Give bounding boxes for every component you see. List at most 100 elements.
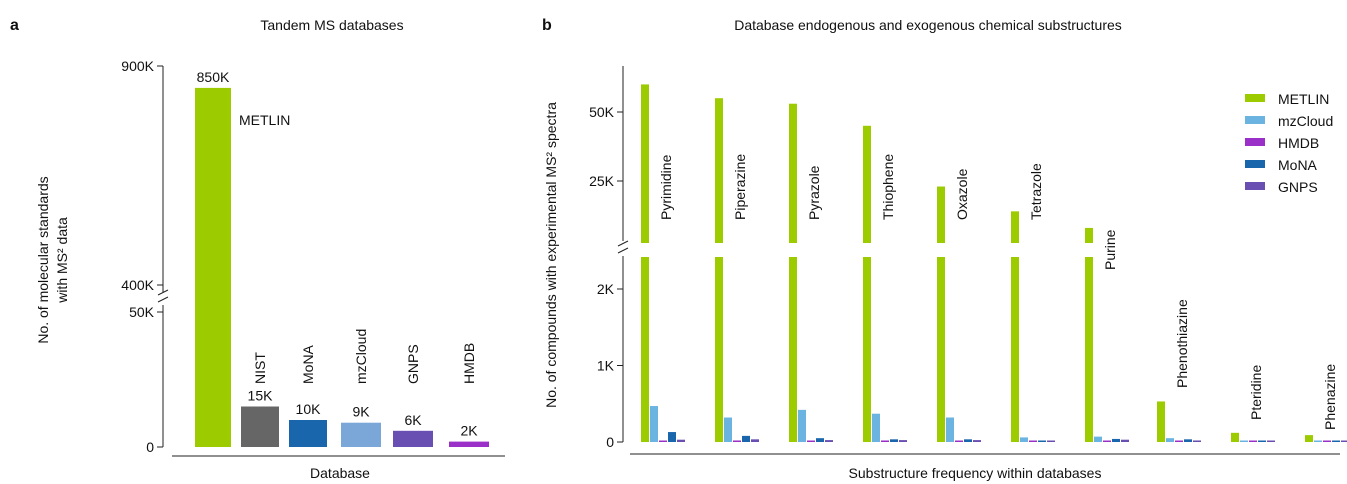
- legend-swatch: [1245, 160, 1265, 168]
- legend-label: mzCloud: [1278, 113, 1333, 129]
- chart-a: 0 50K 400K 900K 850K METLIN 15K NIST 10K MoNA 9K mz…: [121, 58, 505, 457]
- bar-mona: [289, 420, 327, 447]
- bar-piperazine-metlin-lower: [715, 257, 723, 442]
- category-label: HMDB: [461, 343, 477, 384]
- panel-a-ylabel-line1: No. of molecular standards: [35, 176, 51, 343]
- panel-b-letter: b: [542, 17, 552, 34]
- bar-pyrazole-mzcloud: [798, 409, 806, 442]
- y-tick-label: 50K: [129, 304, 155, 320]
- bar-piperazine-mzcloud: [724, 417, 732, 442]
- bar-phenothiazine-mzcloud: [1166, 438, 1174, 442]
- bar-tetrazole-mzcloud: [1020, 437, 1028, 442]
- y-tick-label: 0: [146, 439, 154, 455]
- category-label: Tetrazole: [1028, 163, 1044, 220]
- bar-phenazine-mzcloud: [1314, 440, 1322, 442]
- bar-thiophene-metlin-lower: [863, 257, 871, 442]
- panel-b-xlabel: Substructure frequency within databases: [849, 465, 1102, 481]
- bar-pyrimidine-metlin-lower: [641, 257, 649, 442]
- bar-pteridine-metlin: [1231, 432, 1239, 442]
- bar-pyrazole-metlin-upper: [789, 103, 797, 243]
- bar-tetrazole-mona: [1038, 440, 1046, 442]
- bar-purine-gnps: [1121, 439, 1129, 442]
- bar-pyrazole-gnps: [825, 440, 833, 442]
- bar-phenothiazine-gnps: [1193, 440, 1201, 442]
- bar-oxazole-metlin-lower: [937, 257, 945, 442]
- bar-purine-mona: [1112, 438, 1120, 442]
- bar-pteridine-mona: [1258, 440, 1266, 442]
- y-tick-label: 1K: [597, 358, 615, 374]
- category-label: Oxazole: [954, 168, 970, 220]
- panel-a-letter: a: [10, 17, 19, 34]
- bar-oxazole-metlin-upper: [937, 186, 945, 243]
- bar-thiophene-mona: [890, 439, 898, 442]
- bar-pyrazole-hmdb: [807, 440, 815, 442]
- bar-tetrazole-metlin-upper: [1011, 211, 1019, 243]
- bar-pyrazole-metlin-lower: [789, 257, 797, 442]
- axis-break-mark: [617, 240, 629, 247]
- bar-pyrimidine-mona: [668, 432, 676, 442]
- panel-a-title: Tandem MS databases: [260, 17, 403, 33]
- bar-hmdb: [449, 441, 489, 447]
- bar-gnps: [393, 430, 433, 447]
- legend-swatch: [1245, 116, 1265, 124]
- legend-label: METLIN: [1278, 91, 1329, 107]
- y-tick-label: 25K: [589, 173, 615, 189]
- category-label: NIST: [252, 352, 268, 384]
- bar-oxazole-mzcloud: [946, 417, 954, 442]
- category-label: Piperazine: [732, 154, 748, 220]
- y-tick-label: 0: [606, 434, 614, 450]
- bar-phenazine-hmdb: [1323, 440, 1331, 442]
- y-tick-label: 2K: [597, 281, 615, 297]
- legend-swatch: [1245, 138, 1265, 146]
- bar-nist: [241, 406, 279, 447]
- panel-b-title: Database endogenous and exogenous chemic…: [734, 17, 1122, 33]
- bar-mzcloud: [341, 422, 381, 447]
- axis-break-mark: [617, 247, 629, 254]
- legend-label: GNPS: [1278, 179, 1318, 195]
- category-label: GNPS: [405, 344, 421, 384]
- bar-pteridine-mzcloud: [1240, 440, 1248, 442]
- bar-pteridine-hmdb: [1249, 440, 1257, 442]
- bar-pyrimidine-metlin-upper: [641, 84, 649, 244]
- bar-pyrimidine-gnps: [677, 439, 685, 442]
- panel-a-ylabel-line2: with MS² data: [54, 217, 70, 304]
- bar-oxazole-gnps: [973, 440, 981, 442]
- legend-swatch: [1245, 94, 1265, 102]
- bar-phenazine-mona: [1332, 440, 1340, 442]
- bar-value-label: 6K: [404, 412, 422, 428]
- category-label: Purine: [1102, 229, 1118, 270]
- panel-a-xlabel: Database: [310, 465, 370, 481]
- bar-pyrimidine-hmdb: [659, 440, 667, 442]
- bar-piperazine-gnps: [751, 439, 759, 442]
- bar-thiophene-metlin-upper: [863, 125, 871, 243]
- bar-piperazine-hmdb: [733, 440, 741, 442]
- bar-value-label: 2K: [460, 423, 478, 439]
- bar-value-label: 10K: [296, 401, 322, 417]
- bar-value-label: 9K: [352, 404, 370, 420]
- bar-value-label: 850K: [197, 69, 230, 85]
- axis-break-mark: [157, 289, 169, 296]
- bar-pyrazole-mona: [816, 438, 824, 442]
- axis-break-mark: [157, 296, 169, 303]
- category-label: METLIN: [239, 112, 290, 128]
- category-label: Pteridine: [1248, 365, 1264, 420]
- legend-swatch: [1245, 182, 1265, 190]
- bar-phenazine-metlin: [1305, 435, 1313, 442]
- bar-phenothiazine-mona: [1184, 439, 1192, 442]
- bar-phenothiazine-hmdb: [1175, 440, 1183, 442]
- bar-oxazole-mona: [964, 439, 972, 442]
- legend: METLIN mzCloud HMDB MoNA GNPS: [1245, 91, 1333, 195]
- category-label: Pyrimidine: [658, 154, 674, 220]
- bar-tetrazole-metlin-lower: [1011, 257, 1019, 442]
- bar-tetrazole-hmdb: [1029, 440, 1037, 442]
- bar-oxazole-hmdb: [955, 440, 963, 442]
- category-label: Pyrazole: [806, 165, 822, 220]
- category-label: Phenazine: [1322, 364, 1338, 430]
- bar-tetrazole-gnps: [1047, 440, 1055, 442]
- category-label: MoNA: [300, 344, 316, 384]
- chart-b: 0 1K 2K 25K 50K Pyrimidine Piperazine Pyrazole T…: [589, 66, 1347, 455]
- y-tick-label: 50K: [589, 104, 615, 120]
- bar-purine-metlin-upper: [1085, 227, 1093, 243]
- category-label: Thiophene: [880, 154, 896, 220]
- category-label: Phenothiazine: [1174, 299, 1190, 388]
